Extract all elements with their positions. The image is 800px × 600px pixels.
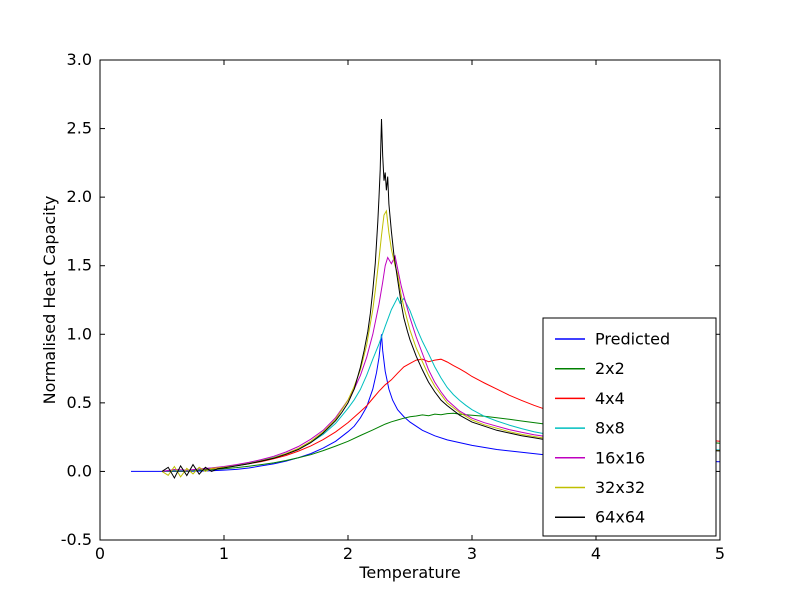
legend-box: [542, 317, 717, 537]
plot-border: [99, 59, 721, 541]
legend-label-4x4: 4x4: [595, 389, 625, 408]
y-tick-label: 0.5: [67, 393, 92, 412]
x-tick-label: 2: [343, 544, 353, 563]
legend-label-Predicted: Predicted: [595, 330, 670, 349]
y-axis-label: Normalised Heat Capacity: [40, 196, 59, 405]
y-tick-label: 1.0: [67, 324, 92, 343]
y-tick-label: 0.0: [67, 461, 92, 480]
x-tick-label: 5: [715, 544, 725, 563]
legend-label-64x64: 64x64: [595, 508, 645, 527]
x-tick-label: 1: [219, 544, 229, 563]
y-tick-label: 1.5: [67, 256, 92, 275]
legend: Predicted 2x2 4x4 8x8 16x16 32x32 64x64: [542, 317, 717, 537]
y-tick-label: -0.5: [61, 530, 92, 549]
series-line-32x32: [161, 209, 720, 478]
x-axis-label: Temperature: [358, 563, 460, 582]
x-tick-label: 3: [467, 544, 477, 563]
x-tick-label: 0: [95, 544, 105, 563]
axes-frame: 0 1 2 3 4 5 -0.5 0.0 0.5 1.0 1.5 2.0 2.5 3.0: [61, 50, 725, 563]
series-line-16x16: [161, 254, 720, 472]
y-tick-label: 2.5: [67, 119, 92, 138]
legend-label-32x32: 32x32: [595, 478, 645, 497]
x-tick-label: 4: [591, 544, 601, 563]
y-tick-label: 2.0: [67, 187, 92, 206]
legend-label-8x8: 8x8: [595, 419, 625, 438]
series-layer: [131, 118, 720, 480]
y-tick-label: 3.0: [67, 50, 92, 69]
legend-label-16x16: 16x16: [595, 448, 645, 467]
series-line-Predicted: [131, 334, 720, 472]
series-line-64x64: [161, 118, 720, 480]
legend-label-2x2: 2x2: [595, 359, 625, 378]
